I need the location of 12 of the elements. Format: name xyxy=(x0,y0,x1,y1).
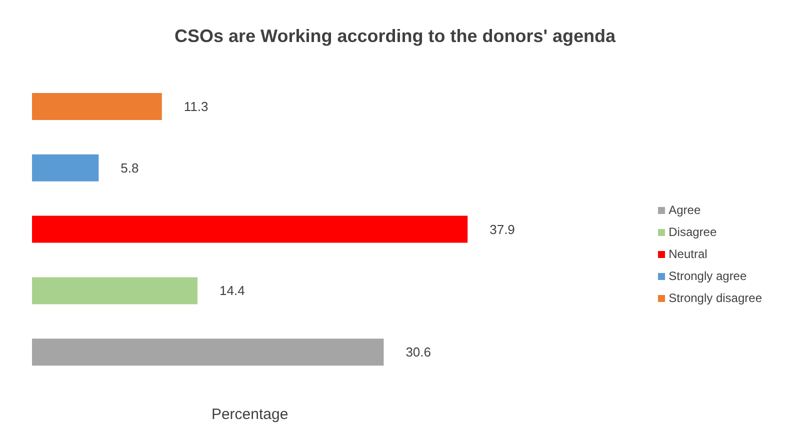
x-axis-title: Percentage xyxy=(211,406,288,423)
data-label: 5.8 xyxy=(120,160,139,176)
legend-label: Neutral xyxy=(668,246,708,260)
data-label: 30.6 xyxy=(406,344,432,360)
data-label: 11.3 xyxy=(184,99,208,114)
legend-label: Strongly agree xyxy=(668,268,747,282)
legend-label: Disagree xyxy=(668,224,717,238)
legend-label: Agree xyxy=(668,202,701,216)
chart-title: CSOs are Working according to the donors' agenda xyxy=(173,26,617,47)
data-label: 37.9 xyxy=(490,222,515,237)
legend-label: Strongly disagree xyxy=(668,290,762,304)
data-label: 14.4 xyxy=(220,283,245,298)
